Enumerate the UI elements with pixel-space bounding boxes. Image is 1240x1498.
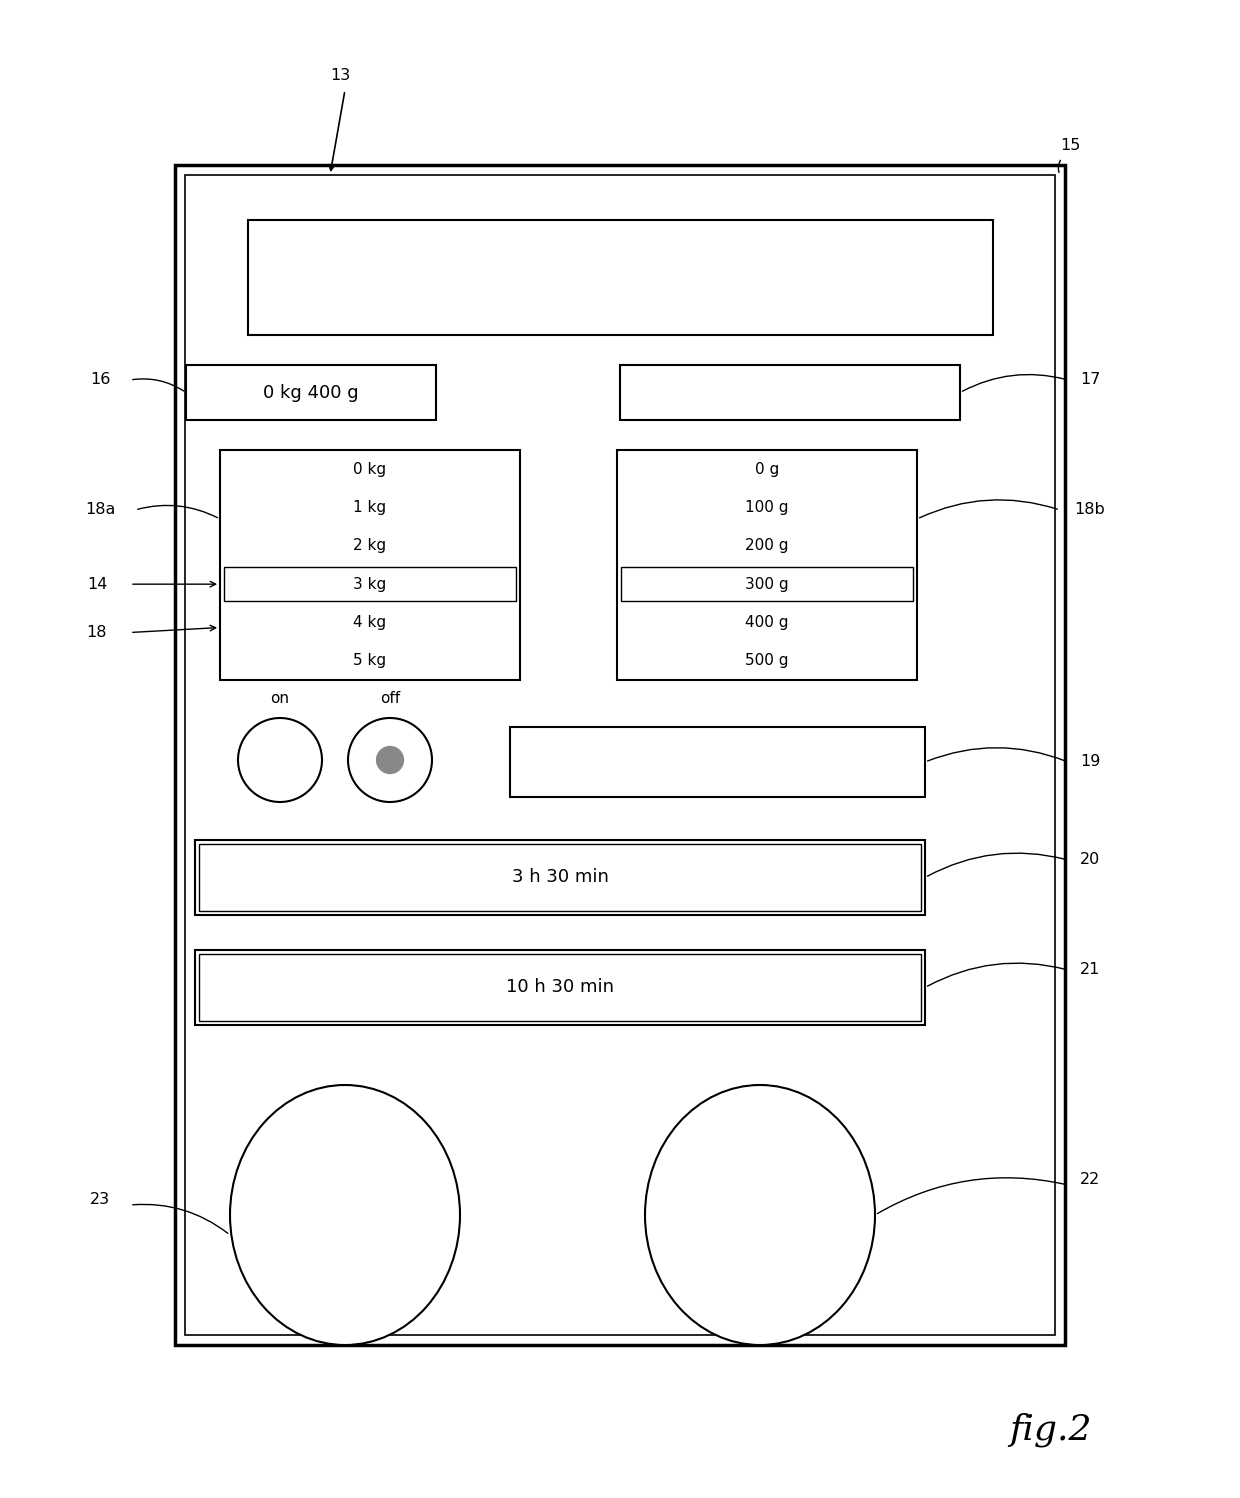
- Bar: [248, 220, 993, 336]
- Text: 0 kg 400 g: 0 kg 400 g: [263, 383, 358, 401]
- Text: 21: 21: [1080, 963, 1100, 978]
- Text: 22: 22: [1080, 1173, 1100, 1188]
- Text: 16: 16: [89, 373, 110, 388]
- Text: 18: 18: [87, 625, 107, 640]
- Bar: [198, 954, 921, 1022]
- Bar: [620, 366, 960, 419]
- Text: 15: 15: [1060, 138, 1080, 153]
- Text: 23: 23: [91, 1192, 110, 1207]
- Text: 500 g: 500 g: [745, 653, 789, 668]
- Text: 18a: 18a: [84, 502, 115, 517]
- Text: on: on: [270, 691, 289, 706]
- Bar: [175, 165, 1065, 1345]
- Text: 3 kg: 3 kg: [353, 577, 387, 592]
- Text: 17: 17: [1080, 373, 1100, 388]
- Text: 5 kg: 5 kg: [353, 653, 387, 668]
- Bar: [195, 950, 925, 1025]
- Bar: [510, 727, 925, 797]
- Ellipse shape: [645, 1085, 875, 1345]
- Text: 2 kg: 2 kg: [353, 538, 387, 553]
- Bar: [195, 840, 925, 915]
- Text: 1 kg: 1 kg: [353, 500, 387, 515]
- Text: fig.2: fig.2: [1009, 1413, 1091, 1447]
- Text: 400 g: 400 g: [745, 616, 789, 631]
- Bar: [186, 366, 436, 419]
- Text: off: off: [379, 691, 401, 706]
- Text: 100 g: 100 g: [745, 500, 789, 515]
- Text: 19: 19: [1080, 755, 1100, 770]
- Bar: [219, 449, 520, 680]
- Ellipse shape: [229, 1085, 460, 1345]
- Text: 18b: 18b: [1075, 502, 1105, 517]
- Text: 20: 20: [1080, 852, 1100, 867]
- Text: 3 h 30 min: 3 h 30 min: [512, 869, 609, 887]
- Text: 14: 14: [87, 577, 107, 592]
- Bar: [621, 568, 913, 601]
- Text: 300 g: 300 g: [745, 577, 789, 592]
- Bar: [198, 843, 921, 911]
- Bar: [224, 568, 516, 601]
- Bar: [185, 175, 1055, 1335]
- Text: 200 g: 200 g: [745, 538, 789, 553]
- Circle shape: [238, 718, 322, 801]
- Circle shape: [348, 718, 432, 801]
- Text: 4 kg: 4 kg: [353, 616, 387, 631]
- Text: 10 h 30 min: 10 h 30 min: [506, 978, 614, 996]
- Circle shape: [377, 746, 403, 773]
- Bar: [618, 449, 918, 680]
- Text: 13: 13: [330, 67, 350, 82]
- Text: 0 g: 0 g: [755, 461, 779, 476]
- Text: 0 kg: 0 kg: [353, 461, 387, 476]
